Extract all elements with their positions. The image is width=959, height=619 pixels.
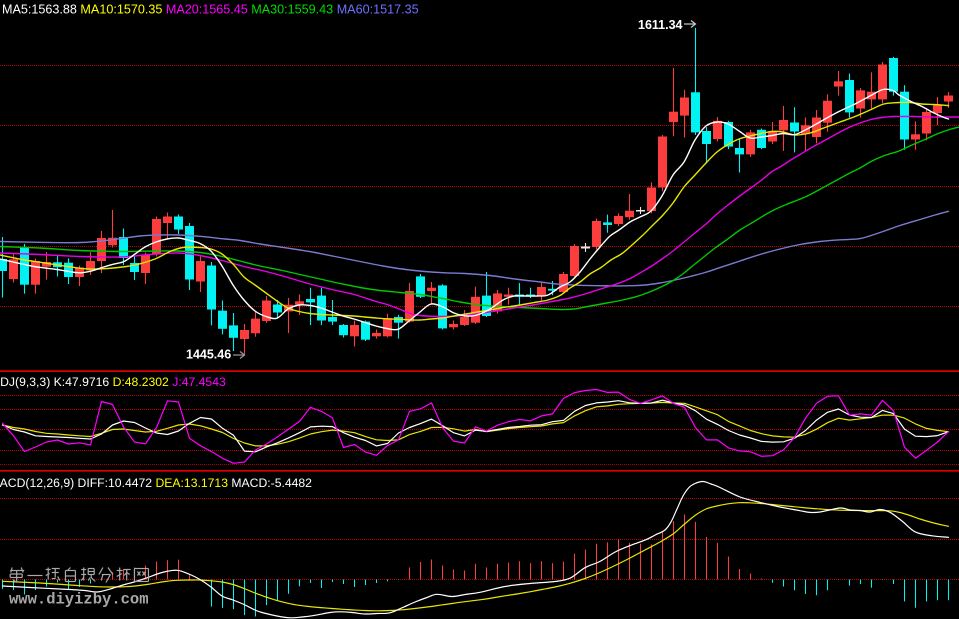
- svg-text:MA5:1563.88 MA10:1570.35 MA20:: MA5:1563.88 MA10:1570.35 MA20:1565.45 MA…: [2, 3, 419, 17]
- svg-text:KDJ(9,3,3) K:47.9716 D:48.2302: KDJ(9,3,3) K:47.9716 D:48.2302 J:47.4543: [0, 375, 226, 389]
- svg-text:www.diyizby.com: www.diyizby.com: [9, 591, 149, 609]
- svg-text:1445.46: 1445.46: [186, 348, 231, 362]
- svg-text:MACD(12,26,9) DIFF:10.4472 DEA: MACD(12,26,9) DIFF:10.4472 DEA:13.1713 M…: [0, 476, 312, 490]
- svg-text:1611.34: 1611.34: [638, 18, 683, 32]
